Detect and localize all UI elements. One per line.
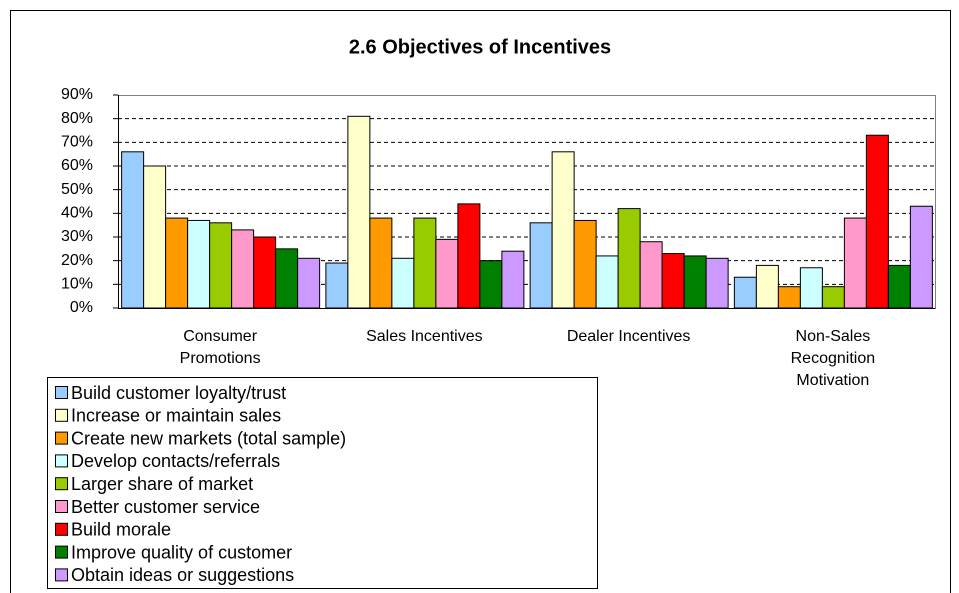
bar (529, 222, 553, 309)
bar (391, 257, 415, 309)
bar (639, 241, 663, 309)
legend-label: Larger share of market (71, 474, 253, 494)
legend-label: Build morale (71, 520, 171, 540)
legend-label: Build customer loyalty/trust (71, 383, 286, 403)
bar (799, 267, 823, 309)
legend-swatch (55, 431, 68, 445)
chart-title: 2.6 Objectives of Incentives (349, 36, 611, 58)
bar (209, 222, 233, 309)
legend-label: Develop contacts/referrals (71, 451, 280, 471)
y-tick-label: 70% (61, 134, 93, 151)
bar (165, 217, 189, 309)
bar (369, 217, 393, 309)
bar (865, 134, 889, 309)
bar (253, 236, 277, 309)
y-tick-label: 90% (61, 86, 93, 103)
legend-swatch (55, 386, 68, 399)
x-tick-label: Non-Sales Recognition Motivation (790, 328, 876, 389)
y-tick-label: 40% (61, 205, 93, 222)
x-tick-label: Sales Incentives (366, 328, 483, 345)
bar (143, 165, 167, 309)
legend-swatch (55, 454, 68, 468)
bar (843, 217, 867, 309)
bar (683, 255, 707, 309)
bar (231, 229, 255, 309)
legend-swatch (55, 408, 68, 422)
bar (777, 286, 801, 309)
legend-label: Increase or maintain sales (71, 406, 281, 426)
legend-label: Improve quality of customer (71, 542, 292, 562)
y-tick-label: 80% (61, 110, 93, 127)
y-tick-label: 50% (61, 181, 93, 198)
bar (573, 219, 597, 309)
legend-swatch (55, 500, 68, 513)
bar (551, 151, 575, 309)
legend-swatch (55, 545, 68, 559)
bar (187, 219, 211, 309)
bar (595, 255, 619, 309)
y-tick-label: 0% (70, 299, 93, 316)
bar (297, 257, 321, 309)
y-tick-label: 10% (61, 276, 93, 293)
bar (479, 260, 503, 309)
legend-swatch (55, 568, 68, 582)
legend-swatch (55, 522, 68, 536)
bar (413, 217, 437, 309)
bar (755, 264, 779, 309)
bar (887, 264, 911, 309)
bar (325, 262, 349, 309)
bar (661, 253, 685, 309)
bar (617, 208, 641, 309)
y-tick-label: 60% (61, 157, 93, 174)
y-tick-label: 20% (61, 252, 93, 269)
bar (121, 151, 145, 309)
legend-swatch (55, 477, 68, 491)
bar (705, 257, 729, 309)
legend-label: Create new markets (total sample) (71, 428, 346, 448)
y-tick-label: 30% (61, 228, 93, 245)
legend (47, 377, 598, 589)
bar (457, 203, 481, 309)
bar (501, 250, 525, 309)
legend-label: Obtain ideas or suggestions (71, 565, 294, 585)
bar (821, 286, 845, 309)
bar (347, 115, 371, 309)
bar (435, 238, 459, 309)
x-tick-label: Dealer Incentives (566, 328, 691, 345)
bar (909, 205, 933, 309)
bar (733, 276, 757, 309)
bar (275, 248, 299, 309)
legend-label: Better customer service (71, 497, 260, 517)
x-tick-label: Consumer Promotions (179, 328, 261, 367)
